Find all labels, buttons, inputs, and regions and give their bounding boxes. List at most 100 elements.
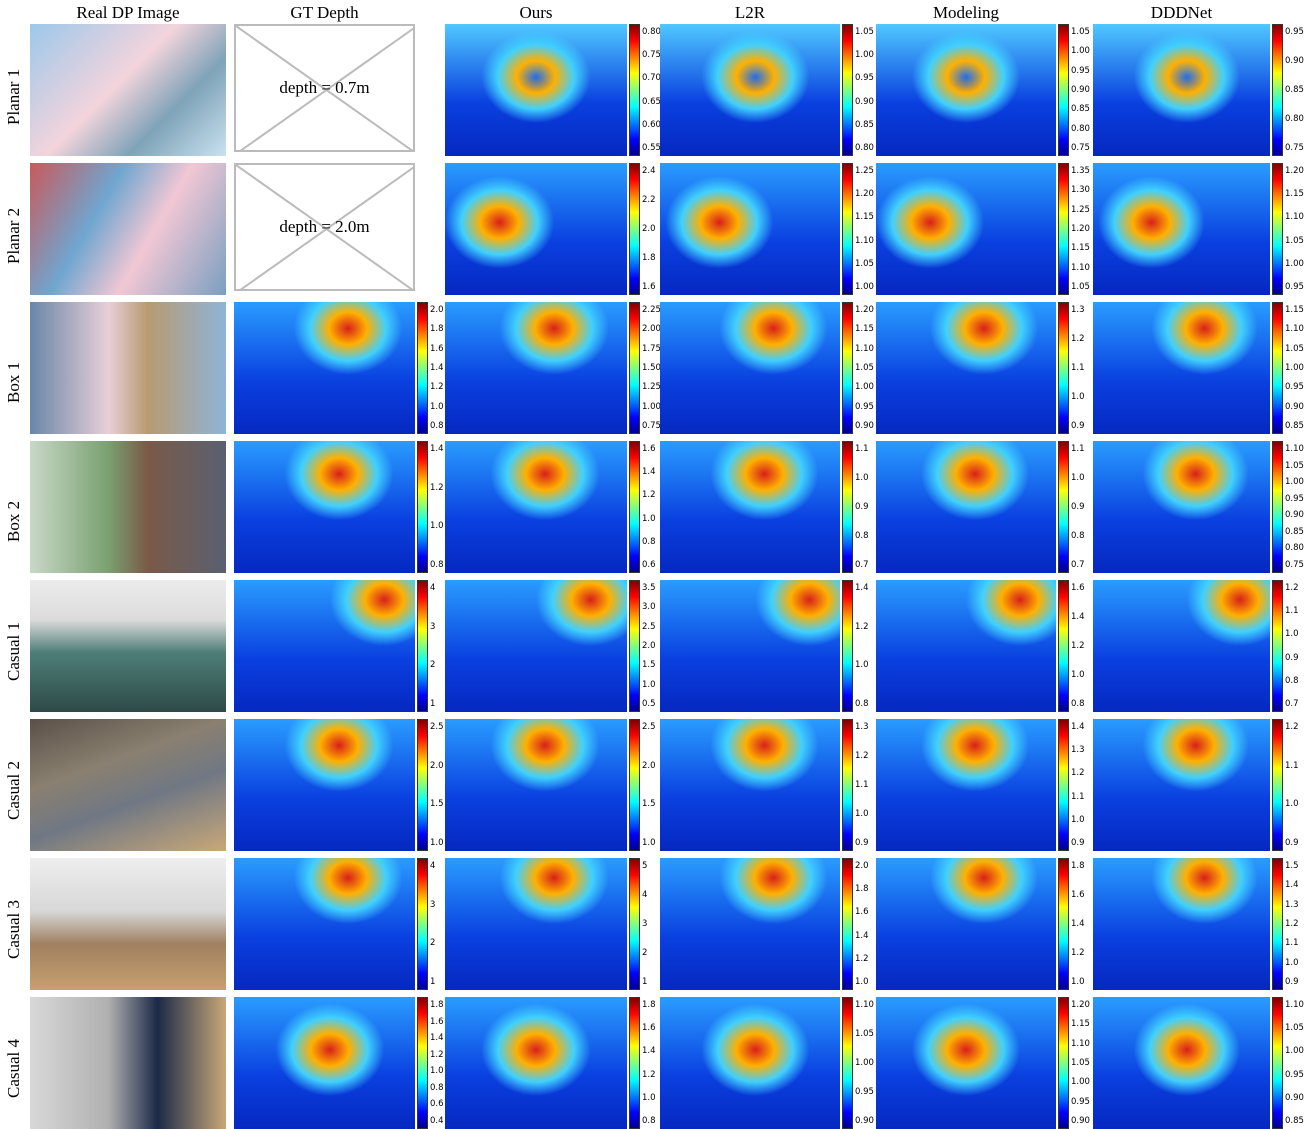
colorbar-tick-label: 1.00 [1071,46,1090,57]
colorbar-tick-label: 1.2 [855,621,869,632]
colorbar-tick-label: 1.2 [1285,722,1299,732]
depth-map [1093,719,1270,851]
photo [30,24,226,156]
colorbar [629,719,640,851]
colorbar-tick-label: 1.6 [1071,890,1085,900]
colorbar-tick-label: 1.05 [1071,282,1090,292]
colorbar-tick-label: 0.95 [1285,1069,1304,1080]
colorbar-tick-label: 1.0 [1285,957,1299,968]
colorbar-tick-label: 0.8 [430,421,444,431]
colorbar [417,719,428,851]
depth-map [660,302,840,434]
colorbar-tick-label: 0.9 [855,502,869,512]
colorbar-tick-label: 1.0 [1285,629,1299,640]
colorbar-tick-label: 1.15 [1285,305,1304,315]
colorbar-tick-label: 1.0 [1071,670,1085,680]
row-label: Casual 3 [4,899,23,959]
colorbar [1058,580,1069,712]
colorbar-tick-label: 1.2 [855,751,869,761]
colorbar-tick-label: 0.9 [1285,838,1299,848]
colorbar-tick-label: 0.95 [1285,27,1304,37]
colorbar-tick-label: 1.0 [430,1066,444,1077]
colorbar [842,441,853,573]
depth-map [445,997,627,1129]
row-label: Casual 4 [4,1038,23,1098]
colorbar [1272,163,1283,295]
colorbar-tick-label: 1.4 [430,363,444,373]
colorbar-tick-label: 0.7 [855,560,869,570]
column-header: DDDNet [1150,3,1213,22]
colorbar-tick-label: 1.2 [1285,583,1299,593]
colorbar-tick-label: 1.8 [1071,861,1085,871]
colorbar-tick-label: 0.95 [855,73,874,84]
colorbar [1058,24,1069,156]
colorbar-tick-label: 1.10 [1071,262,1090,273]
gt-depth-text: depth = 0.7m [279,78,370,97]
colorbar-tick-label: 0.90 [1285,401,1304,412]
depth-map [660,858,840,990]
colorbar-tick-label: 0.90 [1071,1116,1090,1126]
row-label: Casual 1 [4,621,23,681]
depth-map [660,580,840,712]
colorbar [417,580,428,712]
colorbar-tick-label: 0.90 [855,1116,874,1126]
colorbar-tick-label: 0.6 [642,560,656,570]
photo [30,580,226,712]
colorbar-tick-label: 1.2 [1071,334,1085,344]
photo [30,719,226,851]
colorbar-tick-label: 1.00 [855,382,874,393]
colorbar-tick-label: 1.50 [642,363,661,373]
depth-map [660,441,840,573]
colorbar-tick-label: 1.6 [430,1016,444,1027]
depth-map [660,163,840,295]
colorbar-tick-label: 5 [642,861,648,871]
colorbar-tick-label: 1.00 [1071,1077,1090,1088]
colorbar-tick-label: 0.75 [642,421,661,431]
colorbar-tick-label: 1.05 [1285,343,1304,354]
depth-map [876,858,1056,990]
colorbar-tick-label: 0.55 [642,143,661,153]
colorbar-tick-label: 1.4 [642,1046,656,1057]
colorbar-tick-label: 1.5 [430,799,444,810]
colorbar-tick-label: 1.2 [430,482,444,493]
colorbar-tick-label: 1.0 [1071,814,1085,825]
colorbar-tick-label: 1.0 [642,679,656,690]
colorbar-tick-label: 2.4 [642,166,656,176]
colorbar-tick-label: 0.9 [1071,838,1085,848]
colorbar-tick-label: 1.00 [1285,363,1304,373]
row-label: Box 2 [4,500,23,542]
colorbar-tick-label: 0.75 [1285,560,1304,570]
colorbar-tick-label: 1.2 [1071,641,1085,651]
colorbar-tick-label: 1.05 [855,1029,874,1039]
colorbar-tick-label: 0.90 [1285,510,1304,521]
colorbar-tick-label: 1.3 [1285,899,1299,910]
colorbar-tick-label: 2.0 [642,760,656,771]
colorbar-tick-label: 1.05 [1071,27,1090,37]
colorbar-tick-label: 0.5 [642,699,656,709]
colorbar-tick-label: 1.2 [1285,919,1299,929]
colorbar-tick-label: 1.4 [855,930,869,941]
depth-map [1093,441,1270,573]
colorbar-tick-label: 1.30 [1071,185,1090,196]
colorbar [1058,997,1069,1129]
colorbar-tick-label: 0.8 [1285,675,1299,686]
colorbar [417,997,428,1129]
colorbar-tick-label: 1.75 [642,343,661,354]
colorbar [842,302,853,434]
colorbar-tick-label: 1.0 [642,1092,656,1103]
colorbar [1058,719,1069,851]
colorbar-tick-label: 1.25 [855,166,874,176]
colorbar-tick-label: 0.90 [1285,56,1304,66]
colorbar-tick-label: 1.0 [642,513,656,524]
colorbar-tick-label: 2.0 [430,305,444,315]
colorbar-tick-label: 0.85 [1071,104,1090,115]
colorbar-tick-label: 1.2 [642,1069,656,1080]
colorbar-tick-label: 1.05 [855,258,874,269]
colorbar-tick-label: 1.8 [855,884,869,895]
depth-map [1093,302,1270,434]
colorbar-tick-label: 2 [642,948,648,958]
colorbar-tick-label: 0.95 [1285,282,1304,292]
colorbar-tick-label: 1.4 [1071,612,1085,622]
depth-map [445,441,627,573]
